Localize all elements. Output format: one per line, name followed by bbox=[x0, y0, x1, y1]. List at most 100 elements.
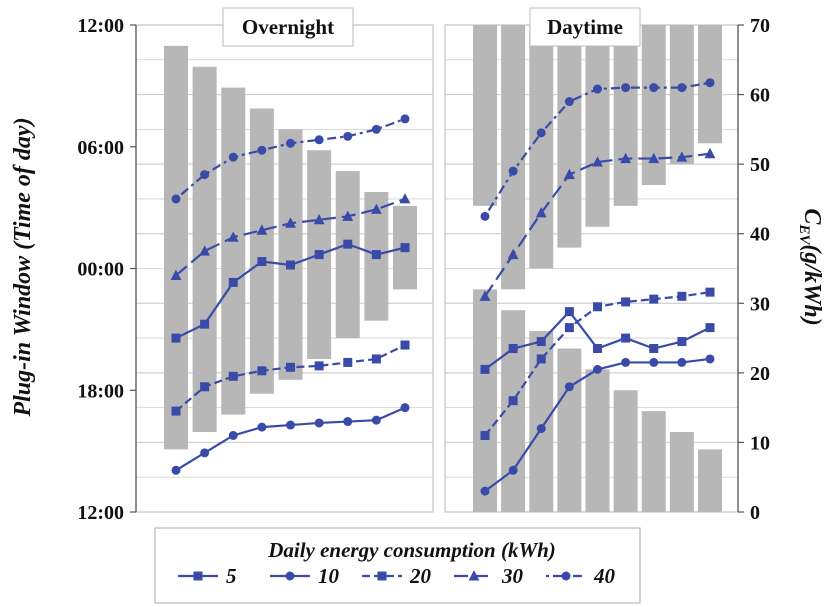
data-point-20 bbox=[677, 291, 687, 301]
panel-title: Daytime bbox=[547, 15, 623, 39]
window-bar bbox=[278, 129, 303, 380]
data-point-10 bbox=[621, 357, 631, 367]
legend-item-10: 10 bbox=[270, 564, 340, 588]
series-30 bbox=[170, 193, 411, 280]
data-point-20 bbox=[705, 287, 715, 297]
data-point-5 bbox=[400, 243, 410, 253]
legend: Daily energy consumption (kWh) 5 10 20 30 40 bbox=[154, 527, 641, 604]
window-bar bbox=[335, 171, 360, 339]
legend-title: Daily energy consumption (kWh) bbox=[267, 538, 556, 562]
data-point-40 bbox=[171, 194, 181, 204]
data-point-20 bbox=[508, 396, 518, 406]
data-point-30 bbox=[256, 224, 268, 235]
window-bar-lower bbox=[669, 431, 694, 512]
legend-item-40: 40 bbox=[546, 564, 616, 588]
window-bar-lower bbox=[585, 369, 610, 512]
data-point-30 bbox=[227, 231, 239, 242]
data-point-30 bbox=[704, 147, 716, 159]
legend-marker bbox=[285, 571, 295, 581]
data-point-40 bbox=[228, 152, 238, 162]
left-tick-label: 18:00 bbox=[77, 380, 124, 402]
series-20 bbox=[171, 340, 410, 416]
data-point-20 bbox=[536, 354, 546, 364]
data-point-30 bbox=[507, 248, 519, 260]
data-point-5 bbox=[705, 323, 715, 333]
data-point-5 bbox=[200, 319, 210, 329]
legend-marker bbox=[468, 570, 480, 581]
data-point-20 bbox=[171, 406, 181, 416]
window-bar-lower bbox=[641, 411, 666, 512]
window-bar-lower bbox=[698, 449, 722, 512]
series-10 bbox=[171, 403, 410, 475]
data-point-10 bbox=[228, 430, 238, 440]
legend-marker bbox=[561, 571, 571, 581]
data-point-5 bbox=[286, 260, 295, 270]
data-point-10 bbox=[200, 448, 210, 458]
data-point-5 bbox=[480, 364, 490, 374]
data-point-5 bbox=[536, 337, 546, 347]
data-point-10 bbox=[649, 357, 659, 367]
data-point-10 bbox=[593, 364, 602, 374]
window-bar bbox=[669, 25, 694, 165]
panel-overnight: Overnight bbox=[135, 7, 434, 513]
right-axis: 0 10 20 30 40 50 60 70 bbox=[737, 15, 770, 524]
data-point-30 bbox=[370, 203, 382, 214]
right-tick-label: 50 bbox=[750, 154, 770, 176]
data-point-10 bbox=[314, 418, 324, 428]
data-point-5 bbox=[171, 333, 181, 343]
data-point-5 bbox=[677, 337, 687, 347]
data-point-30 bbox=[648, 152, 660, 164]
panels-layer: Overnight Daytime bbox=[135, 7, 739, 513]
window-bar bbox=[529, 25, 554, 269]
data-point-20 bbox=[314, 361, 324, 371]
data-point-5 bbox=[593, 344, 602, 354]
legend-items: 5 10 20 30 40 bbox=[178, 564, 616, 588]
window-bar-lower bbox=[473, 289, 497, 512]
data-point-10 bbox=[508, 465, 518, 475]
data-point-30 bbox=[479, 290, 491, 301]
window-bar bbox=[557, 25, 582, 248]
data-point-5 bbox=[508, 344, 518, 354]
data-point-20 bbox=[343, 357, 353, 367]
legend-label: 5 bbox=[226, 564, 237, 588]
panel-title-box bbox=[222, 7, 354, 47]
series-20 bbox=[480, 287, 715, 440]
data-point-20 bbox=[593, 302, 602, 312]
legend-box bbox=[154, 527, 641, 604]
data-point-10 bbox=[343, 417, 353, 427]
series-30 bbox=[479, 147, 716, 301]
window-bar-lower bbox=[613, 390, 638, 512]
data-point-5 bbox=[257, 257, 267, 267]
data-point-5 bbox=[564, 307, 574, 317]
data-point-10 bbox=[286, 420, 295, 430]
legend-item-5: 5 bbox=[178, 564, 237, 588]
right-tick-label: 20 bbox=[750, 363, 770, 385]
series-40 bbox=[171, 114, 410, 204]
data-point-40 bbox=[286, 138, 295, 148]
window-bar bbox=[164, 45, 188, 450]
data-point-40 bbox=[343, 131, 353, 141]
left-tick-label: 00:00 bbox=[77, 259, 124, 281]
data-point-10 bbox=[677, 357, 687, 367]
data-point-30 bbox=[620, 152, 632, 164]
window-bar bbox=[221, 87, 246, 415]
y-left-axis-label: Plug-in Window (Time of day) bbox=[10, 117, 36, 417]
data-point-40 bbox=[593, 84, 602, 94]
data-point-30 bbox=[199, 245, 211, 256]
data-point-20 bbox=[649, 294, 659, 304]
right-tick-label: 10 bbox=[750, 432, 770, 454]
data-point-20 bbox=[480, 430, 490, 440]
data-point-30 bbox=[342, 210, 354, 221]
right-tick-label: 0 bbox=[750, 502, 760, 524]
series-5 bbox=[171, 239, 410, 343]
series-40 bbox=[480, 78, 715, 221]
data-point-40 bbox=[649, 83, 659, 93]
legend-marker bbox=[193, 571, 203, 581]
left-tick-label: 12:00 bbox=[77, 15, 124, 37]
data-point-30 bbox=[170, 269, 182, 280]
data-point-5 bbox=[343, 239, 353, 249]
data-point-10 bbox=[536, 424, 546, 434]
window-bar bbox=[249, 108, 274, 394]
data-point-40 bbox=[564, 97, 574, 107]
